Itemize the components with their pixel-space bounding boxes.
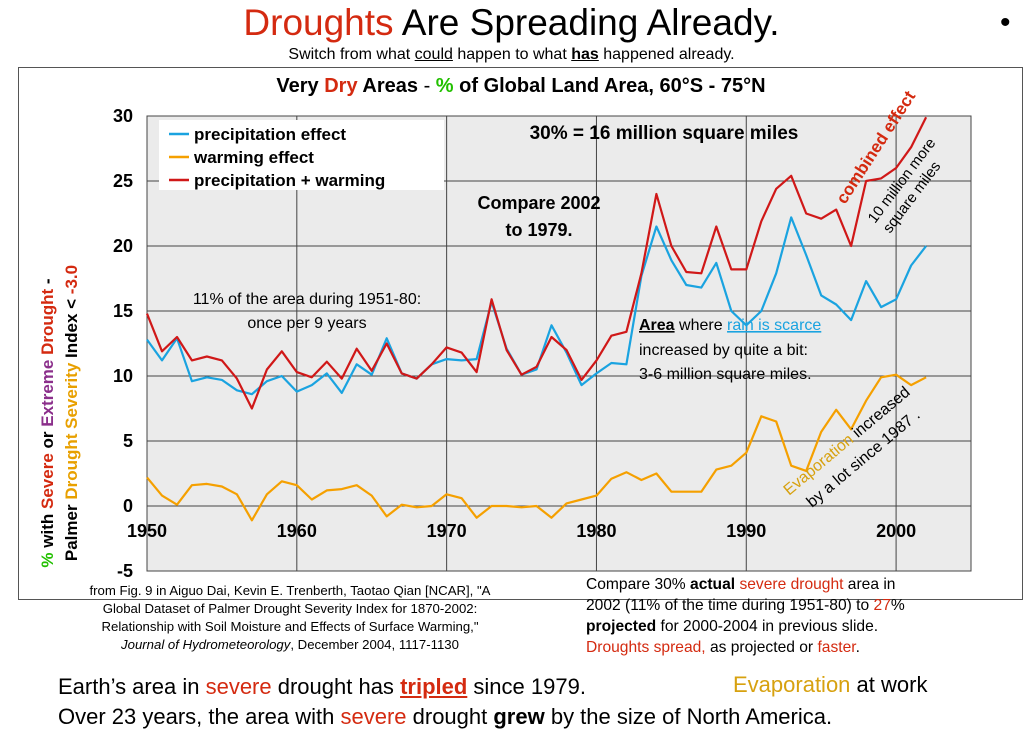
y-tick-label: 25 (113, 171, 133, 191)
series-line-1 (146, 373, 927, 522)
y-tick-label: -5 (117, 561, 133, 581)
x-tick-label: 1990 (726, 521, 766, 541)
series-line-2 (145, 116, 928, 410)
x-tick-label: 1960 (277, 521, 317, 541)
page-subtitle: Switch from what could happen to what ha… (288, 46, 735, 63)
legend-label: warming effect (193, 148, 314, 167)
y-tick-label: 15 (113, 301, 133, 321)
legend: precipitation effect warming effect precip… (159, 120, 444, 190)
legend-box (159, 120, 444, 190)
y-tick-label: 5 (123, 431, 133, 451)
y-tick-label: 10 (113, 366, 133, 386)
chart-frame: -5 0 5 10 15 20 25 30 1950 1960 1970 1980 1990 2000 pr… (18, 67, 1023, 600)
series-line-0 (146, 216, 927, 396)
legend-label: precipitation + warming (194, 171, 385, 190)
y-tick-label: 30 (113, 106, 133, 126)
annotation-area-30: 30% = 16 million square miles (530, 123, 799, 144)
annotation-compare: Compare 2002 (477, 193, 600, 213)
y-axis-label-2: Palmer Drought Severity Index < -3.0 (62, 265, 81, 561)
y-tick-label: 0 (123, 496, 133, 516)
title-highlight: Droughts (243, 2, 394, 43)
summary-line-2: Over 23 years, the area with severe drou… (58, 704, 833, 729)
title-rest: Are Spreading Already. (401, 2, 780, 43)
citation: from Fig. 9 in Aiguo Dai, Kevin E. Trenb… (89, 583, 491, 652)
annotation-eleven-percent: 11% of the area during 1951-80: (193, 291, 421, 308)
legend-label: precipitation effect (194, 125, 346, 144)
y-tick-label: 20 (113, 236, 133, 256)
annotation-rain-scarce: Area where rain is scarce (639, 317, 821, 334)
x-tick-label: 1980 (576, 521, 616, 541)
x-tick-label: 1970 (427, 521, 467, 541)
bullet-marker: • (1000, 6, 1011, 39)
annotation-rain-scarce: increased by quite a bit: (639, 342, 808, 359)
y-axis-label-1: % with Severe or Extreme Drought - (38, 278, 57, 567)
annotation-rain-scarce: 3-6 million square miles. (639, 366, 812, 383)
annotation-compare: to 1979. (505, 220, 572, 240)
comparison-note: Compare 30% actual severe drought area i… (586, 576, 905, 656)
x-tick-label: 2000 (876, 521, 916, 541)
chart-title: Very Dry Areas - % of Global Land Area, … (276, 75, 765, 97)
plot-border (146, 115, 972, 572)
summary-line-1: Earth’s area in severe drought has tripl… (58, 674, 586, 699)
evaporation-note: Evaporation at work (733, 672, 928, 697)
annotation-eleven-percent: once per 9 years (247, 315, 366, 332)
page-title: Droughts Are Spreading Already. (0, 2, 1023, 44)
